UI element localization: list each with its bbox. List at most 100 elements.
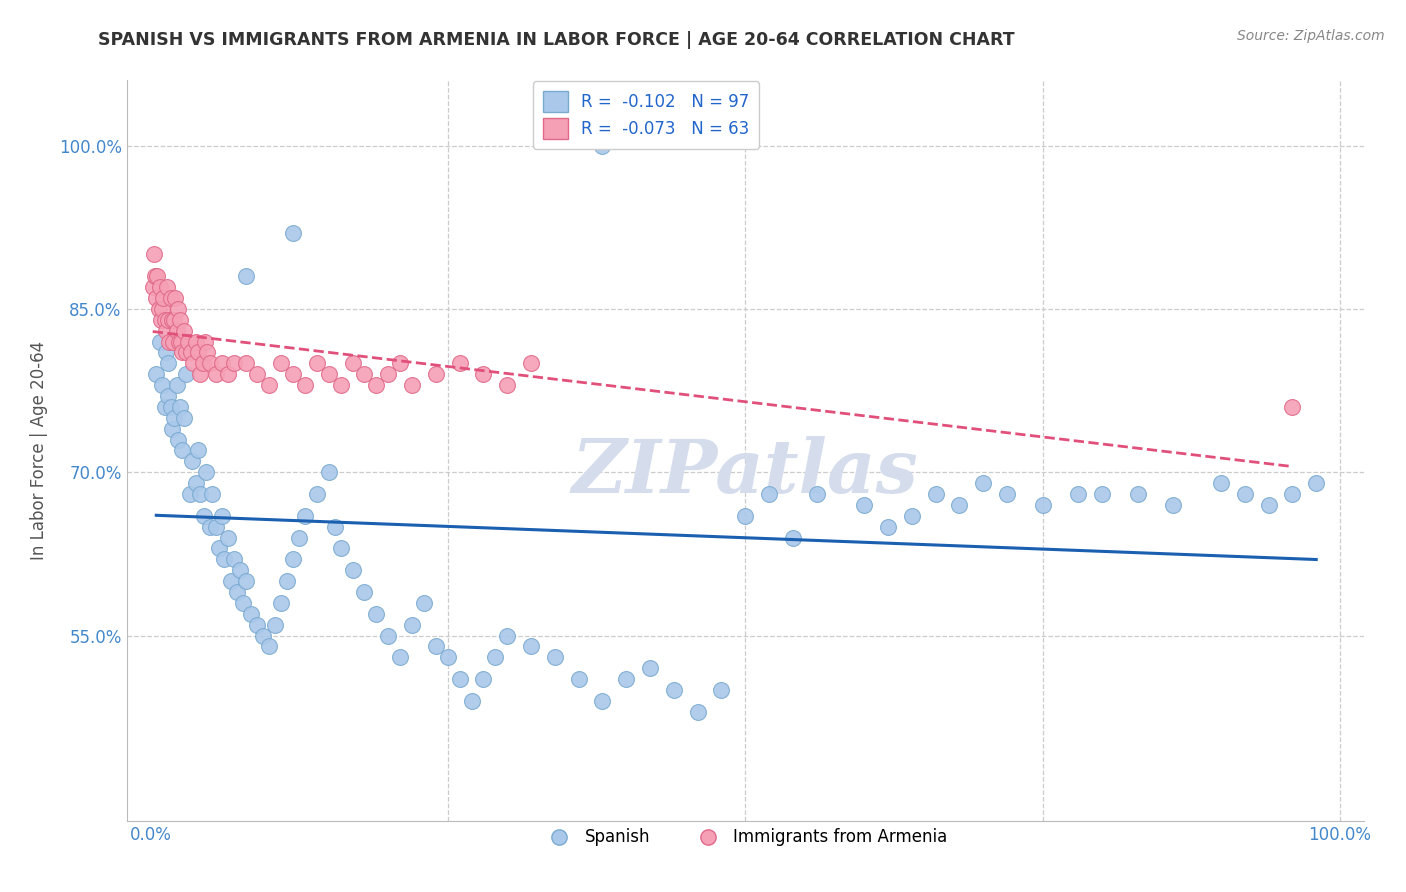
Point <box>900 508 922 523</box>
Point <box>948 498 970 512</box>
Point <box>281 368 304 382</box>
Point <box>323 519 346 533</box>
Point <box>638 661 661 675</box>
Point <box>1281 487 1303 501</box>
Point <box>143 269 166 284</box>
Point <box>169 400 191 414</box>
Point <box>449 356 471 370</box>
Point <box>187 345 209 359</box>
Point <box>389 650 412 665</box>
Point <box>366 378 388 392</box>
Point <box>211 508 233 523</box>
Point <box>389 356 412 370</box>
Point <box>235 356 257 370</box>
Point <box>181 356 204 370</box>
Point <box>1281 400 1303 414</box>
Point <box>204 519 226 533</box>
Point <box>153 313 176 327</box>
Point <box>193 508 215 523</box>
Point <box>734 508 756 523</box>
Point <box>150 313 173 327</box>
Point <box>235 574 257 588</box>
Point <box>149 334 172 349</box>
Point <box>240 607 263 621</box>
Point <box>305 356 328 370</box>
Text: ZIPatlas: ZIPatlas <box>572 436 918 509</box>
Point <box>181 454 204 468</box>
Point <box>204 368 226 382</box>
Point <box>1163 498 1185 512</box>
Point <box>270 596 292 610</box>
Y-axis label: In Labor Force | Age 20-64: In Labor Force | Age 20-64 <box>30 341 48 560</box>
Point <box>184 334 207 349</box>
Point <box>166 433 188 447</box>
Point <box>169 313 191 327</box>
Point <box>353 368 375 382</box>
Point <box>686 705 709 719</box>
Point <box>235 269 257 284</box>
Point <box>153 400 176 414</box>
Point <box>148 301 170 316</box>
Point <box>160 422 183 436</box>
Point <box>449 672 471 686</box>
Point <box>188 487 211 501</box>
Point <box>232 596 254 610</box>
Point <box>425 640 447 654</box>
Point <box>157 389 180 403</box>
Point <box>318 368 340 382</box>
Point <box>173 324 195 338</box>
Point <box>496 378 519 392</box>
Point <box>208 541 231 556</box>
Point <box>197 345 219 359</box>
Point <box>222 552 245 566</box>
Point <box>187 443 209 458</box>
Point <box>150 301 173 316</box>
Point <box>425 368 447 382</box>
Point <box>259 378 281 392</box>
Point <box>142 247 165 261</box>
Point <box>166 378 188 392</box>
Point <box>174 368 197 382</box>
Point <box>995 487 1018 501</box>
Point <box>198 356 221 370</box>
Point <box>155 345 177 359</box>
Point <box>401 378 423 392</box>
Point <box>217 531 239 545</box>
Point <box>806 487 828 501</box>
Point <box>157 356 180 370</box>
Point <box>924 487 946 501</box>
Point <box>972 476 994 491</box>
Point <box>270 356 292 370</box>
Point <box>170 334 193 349</box>
Point <box>166 301 188 316</box>
Point <box>246 368 269 382</box>
Point <box>145 291 167 305</box>
Point <box>222 356 245 370</box>
Point <box>252 628 274 642</box>
Point <box>472 672 495 686</box>
Point <box>172 345 194 359</box>
Point <box>155 324 177 338</box>
Point <box>329 378 352 392</box>
Legend: Spanish, Immigrants from Armenia: Spanish, Immigrants from Armenia <box>536 822 955 853</box>
Point <box>167 334 190 349</box>
Point <box>782 531 804 545</box>
Text: SPANISH VS IMMIGRANTS FROM ARMENIA IN LABOR FORCE | AGE 20-64 CORRELATION CHART: SPANISH VS IMMIGRANTS FROM ARMENIA IN LA… <box>98 31 1015 49</box>
Point <box>436 650 458 665</box>
Point <box>305 487 328 501</box>
Point <box>353 585 375 599</box>
Point <box>162 334 184 349</box>
Point <box>377 368 399 382</box>
Point <box>366 607 388 621</box>
Point <box>201 487 224 501</box>
Point <box>145 368 167 382</box>
Point <box>179 487 201 501</box>
Point <box>163 313 186 327</box>
Point <box>1257 498 1279 512</box>
Point <box>281 552 304 566</box>
Point <box>217 368 239 382</box>
Point <box>152 291 174 305</box>
Point <box>180 345 202 359</box>
Point <box>173 410 195 425</box>
Point <box>195 465 218 479</box>
